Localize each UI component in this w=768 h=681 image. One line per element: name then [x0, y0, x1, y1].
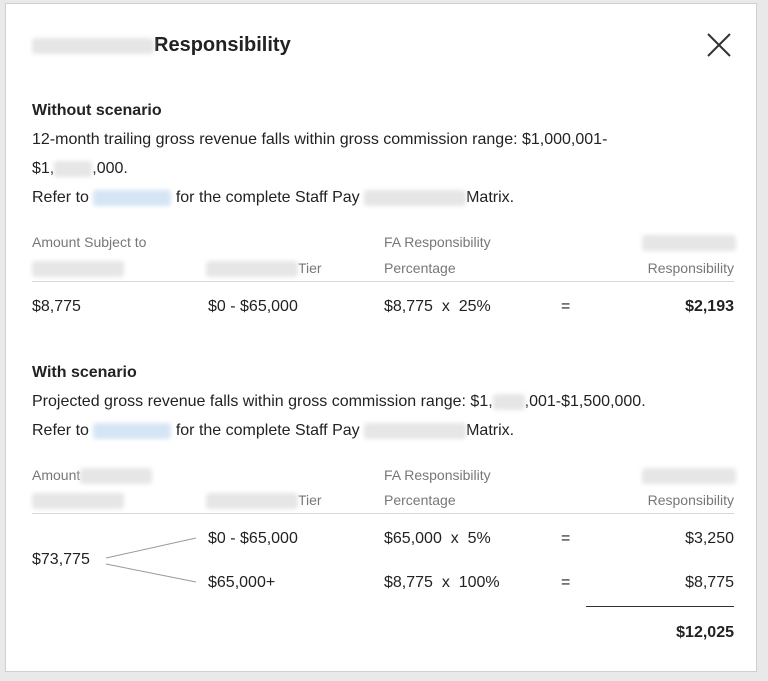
matrix-link[interactable] — [93, 422, 172, 439]
without-amount: $8,775 — [32, 298, 81, 315]
without-scenario-heading: Without scenario — [32, 102, 162, 119]
with-tier-1: $0 - $65,000 — [208, 530, 298, 547]
redacted-text — [32, 493, 124, 510]
header-tier: Tier — [206, 260, 322, 278]
without-result: $2,193 — [685, 298, 734, 315]
equals-sign: = — [561, 574, 571, 591]
responsibility-modal: Responsibility Without scenario 12-month… — [5, 3, 757, 672]
without-refer-line: Refer to for the complete Staff Pay Matr… — [32, 189, 515, 206]
with-amount: $73,775 — [32, 551, 90, 568]
header-fa-responsibility: FA Responsibility — [384, 467, 491, 483]
without-range-line: 12-month trailing gross revenue falls wi… — [32, 131, 608, 148]
header-amount: Amount — [32, 467, 153, 485]
modal-title: Responsibility — [32, 34, 291, 57]
with-tier-2: $65,000+ — [208, 574, 276, 591]
with-result-1: $3,250 — [685, 530, 734, 547]
header-resp-line1 — [642, 467, 736, 485]
without-calc: $8,775 x 25% — [384, 298, 491, 315]
header-divider — [32, 513, 734, 514]
with-range-line: Projected gross revenue falls within gro… — [32, 393, 646, 410]
tier-split-connector — [105, 537, 197, 583]
header-percentage: Percentage — [384, 492, 456, 508]
modal-title-text: Responsibility — [154, 34, 291, 56]
header-amount-line2 — [32, 492, 124, 510]
redacted-text — [206, 261, 298, 278]
header-responsibility: Responsibility — [647, 260, 734, 276]
without-range-line-2: $1, ,000. — [32, 160, 128, 177]
redacted-text — [54, 160, 93, 177]
with-scenario-heading: With scenario — [32, 364, 137, 381]
redacted-text — [642, 235, 736, 252]
header-resp-line1 — [642, 234, 736, 252]
header-tier: Tier — [206, 492, 322, 510]
with-total: $12,025 — [676, 624, 734, 641]
redacted-text — [206, 493, 298, 510]
matrix-link[interactable] — [93, 189, 172, 206]
without-tier: $0 - $65,000 — [208, 298, 298, 315]
redacted-text — [492, 393, 525, 410]
with-calc-2: $8,775 x 100% — [384, 574, 500, 591]
header-fa-responsibility: FA Responsibility — [384, 234, 491, 250]
header-amount: Amount Subject to — [32, 234, 147, 250]
with-refer-line: Refer to for the complete Staff Pay Matr… — [32, 422, 515, 439]
total-divider — [586, 606, 734, 607]
equals-sign: = — [561, 298, 571, 315]
header-amount-line2 — [32, 260, 124, 278]
header-divider — [32, 281, 734, 282]
close-icon[interactable] — [706, 32, 732, 58]
redacted-text — [32, 261, 124, 278]
header-percentage: Percentage — [384, 260, 456, 276]
with-calc-1: $65,000 x 5% — [384, 530, 491, 547]
header-responsibility: Responsibility — [647, 492, 734, 508]
redacted-text — [364, 189, 467, 206]
redacted-text — [642, 468, 736, 485]
redacted-text — [80, 468, 153, 485]
redacted-text — [32, 37, 154, 54]
redacted-text — [364, 422, 467, 439]
with-result-2: $8,775 — [685, 574, 734, 591]
equals-sign: = — [561, 530, 571, 547]
